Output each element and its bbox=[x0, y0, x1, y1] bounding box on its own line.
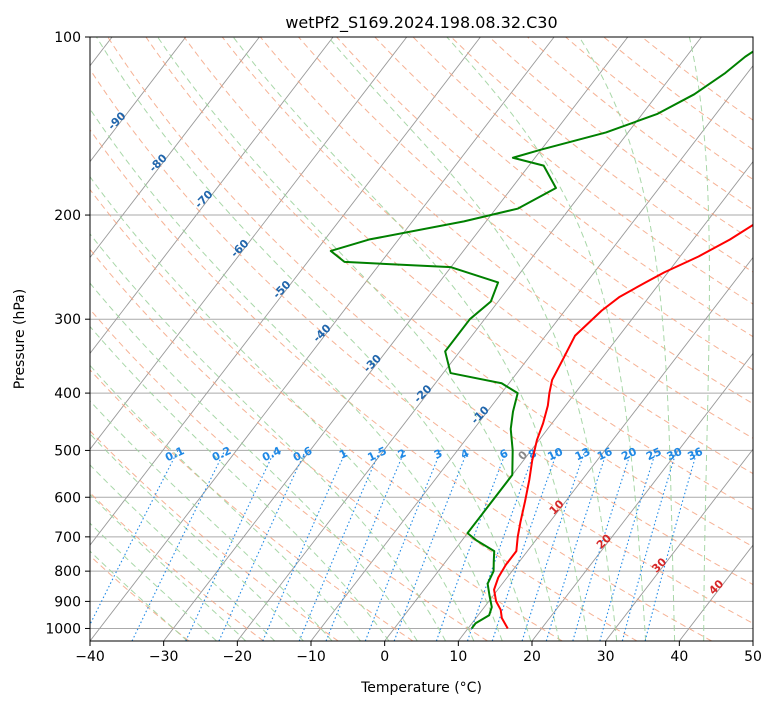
dry-adiabat-line bbox=[90, 308, 488, 641]
moist-adiabat-line bbox=[90, 522, 217, 641]
mixing-ratio-line bbox=[521, 450, 586, 641]
isotherm-line bbox=[457, 256, 753, 641]
isotherm-line bbox=[605, 448, 753, 641]
mixing-ratio-line bbox=[545, 450, 608, 641]
moist-adiabat-line bbox=[90, 400, 333, 641]
moist-adiabat-line bbox=[90, 464, 276, 641]
moist-adiabat-line bbox=[90, 364, 361, 641]
y-tick-label: 300 bbox=[54, 312, 81, 328]
mixing-ratio-line bbox=[572, 450, 632, 641]
mixing-ratio-label: 25 bbox=[644, 445, 663, 463]
x-tick-label: 10 bbox=[449, 649, 467, 665]
isotherm-line bbox=[531, 352, 753, 641]
moist-adiabat-line bbox=[90, 282, 418, 641]
dry-adiabat-line bbox=[90, 188, 638, 641]
mixing-ratio-label: 20 bbox=[619, 445, 639, 463]
moist-adiabat-line bbox=[327, 37, 618, 641]
dry-adiabat-line bbox=[145, 37, 753, 548]
mixing-ratio-line bbox=[90, 450, 179, 626]
y-axis-label: Pressure (hPa) bbox=[12, 289, 28, 389]
y-tick-label: 100 bbox=[54, 30, 81, 46]
mixing-ratio-line bbox=[621, 450, 678, 641]
isotherm-line bbox=[90, 37, 334, 355]
mixing-ratio-line bbox=[364, 450, 442, 641]
isotherm-line bbox=[163, 37, 629, 641]
dry-adiabat-line bbox=[298, 37, 753, 405]
mixing-ratio-line bbox=[393, 450, 469, 641]
dewpoint-profile-line bbox=[329, 50, 753, 630]
y-tick-label: 200 bbox=[54, 208, 81, 224]
moist-adiabat-line bbox=[688, 37, 710, 641]
moist-adiabat-line bbox=[90, 325, 390, 641]
mixing-ratio-line bbox=[435, 450, 507, 641]
dry-adiabat-line bbox=[90, 128, 712, 641]
mixing-ratio-label: 30 bbox=[665, 445, 685, 463]
mixing-ratio-line bbox=[466, 450, 536, 641]
moist-adiabat-line bbox=[90, 433, 304, 641]
dry-adiabat-line bbox=[90, 555, 190, 641]
dry-adiabat-line bbox=[90, 68, 753, 624]
y-tick-label: 400 bbox=[54, 386, 81, 402]
dry-adiabat-line bbox=[183, 37, 753, 511]
x-tick-label: 20 bbox=[523, 649, 541, 665]
moist-adiabat-line bbox=[90, 108, 503, 641]
data-series bbox=[329, 50, 753, 630]
mixing-ratio-line bbox=[218, 450, 307, 641]
plot-frame bbox=[89, 36, 754, 642]
mixing-ratio-line bbox=[325, 450, 406, 641]
dry-adiabat-line bbox=[90, 430, 339, 641]
isotherm-line bbox=[236, 37, 702, 641]
moist-adiabat-line bbox=[157, 37, 560, 641]
x-tick-label: −20 bbox=[223, 649, 253, 665]
moist-adiabat-line bbox=[90, 493, 247, 641]
dry-adiabat-line bbox=[336, 37, 753, 371]
mixing-ratio-label: 13 bbox=[573, 445, 592, 463]
x-tick-label: 30 bbox=[597, 649, 615, 665]
x-tick-label: −30 bbox=[149, 649, 179, 665]
moist-adiabat-line bbox=[90, 550, 188, 641]
dry-adiabat-line bbox=[107, 37, 753, 586]
isotherm-line bbox=[384, 160, 753, 641]
isotherm-line bbox=[90, 37, 555, 641]
x-tick-label: 50 bbox=[744, 649, 762, 665]
isotherm-line bbox=[90, 37, 481, 546]
mixing-ratio-label: 16 bbox=[595, 445, 615, 463]
x-axis-label: Temperature (°C) bbox=[360, 680, 482, 696]
axis-ticks: −40 −30 −20 −10 0 10 20 30 40 50 1000 900 800 700 600 5… bbox=[45, 30, 762, 665]
y-tick-label: 800 bbox=[54, 564, 81, 580]
dry-adiabat-line bbox=[374, 37, 753, 338]
y-tick-label: 900 bbox=[54, 594, 81, 610]
mixing-ratio-line bbox=[644, 450, 698, 641]
moist-adiabat-line bbox=[578, 37, 676, 641]
isotherm-line bbox=[90, 37, 187, 163]
plot-area bbox=[90, 37, 753, 641]
temperature-profile-line bbox=[493, 223, 753, 629]
mixing-ratio-line bbox=[599, 450, 657, 641]
moist-adiabat-line bbox=[96, 37, 532, 641]
y-tick-label: 500 bbox=[54, 443, 81, 459]
x-tick-label: −40 bbox=[75, 649, 105, 665]
y-tick-label: 1000 bbox=[45, 621, 81, 637]
moist-adiabat-line bbox=[232, 37, 589, 641]
y-tick-label: 600 bbox=[54, 490, 81, 506]
chart-title: wetPf2_S169.2024.198.08.32.C30 bbox=[285, 13, 557, 33]
mixing-ratio-line bbox=[298, 450, 381, 641]
y-tick-label: 700 bbox=[54, 530, 81, 546]
isotherm-line bbox=[90, 37, 408, 450]
dry-adiabat-line bbox=[90, 369, 414, 641]
x-tick-label: 0 bbox=[380, 649, 389, 665]
x-tick-label: −10 bbox=[296, 649, 326, 665]
isotherm-line bbox=[90, 37, 260, 259]
mixing-ratio-label: 36 bbox=[686, 445, 706, 463]
x-tick-label: 40 bbox=[670, 649, 688, 665]
mixing-ratio-line bbox=[491, 450, 559, 641]
dry-adiabat-line bbox=[90, 248, 563, 641]
moist-adiabat-line bbox=[90, 233, 446, 641]
mixing-ratio-line bbox=[262, 450, 347, 641]
moist-adiabat-line bbox=[446, 37, 647, 641]
moist-adiabat-line bbox=[90, 175, 475, 641]
mixing-ratio-label: 10 bbox=[546, 445, 566, 463]
